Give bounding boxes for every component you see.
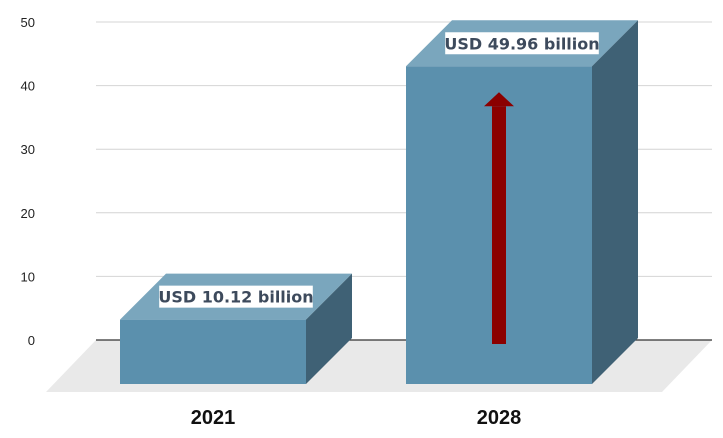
y-tick-label: 10 xyxy=(21,269,35,284)
x-tick-label: 2028 xyxy=(477,407,522,429)
y-tick-label: 0 xyxy=(28,333,35,348)
y-tick-label: 40 xyxy=(21,79,35,94)
x-axis-ticks: 2021 2028 xyxy=(191,407,522,429)
y-tick-label: 30 xyxy=(21,142,35,157)
bar-side-face xyxy=(306,273,352,384)
y-axis-ticks: 0 10 20 30 40 50 xyxy=(21,15,35,348)
bar-2028: USD 49.96 billion xyxy=(406,20,638,385)
trend-arrow-head xyxy=(484,92,514,107)
data-label-box xyxy=(445,32,599,55)
data-label: USD 10.12 billion xyxy=(158,288,313,307)
trend-arrow-shaft xyxy=(492,106,506,345)
bars: USD 10.12 billion USD 49.96 billion xyxy=(120,20,638,385)
data-label-box xyxy=(159,285,313,308)
bar-front-face xyxy=(120,319,306,384)
y-tick-label: 20 xyxy=(21,206,35,221)
bar-side-face xyxy=(592,20,638,385)
data-label: USD 49.96 billion xyxy=(444,34,599,53)
y-tick-label: 50 xyxy=(21,15,35,30)
bar-2021: USD 10.12 billion xyxy=(120,273,352,384)
x-tick-label: 2021 xyxy=(191,407,236,429)
